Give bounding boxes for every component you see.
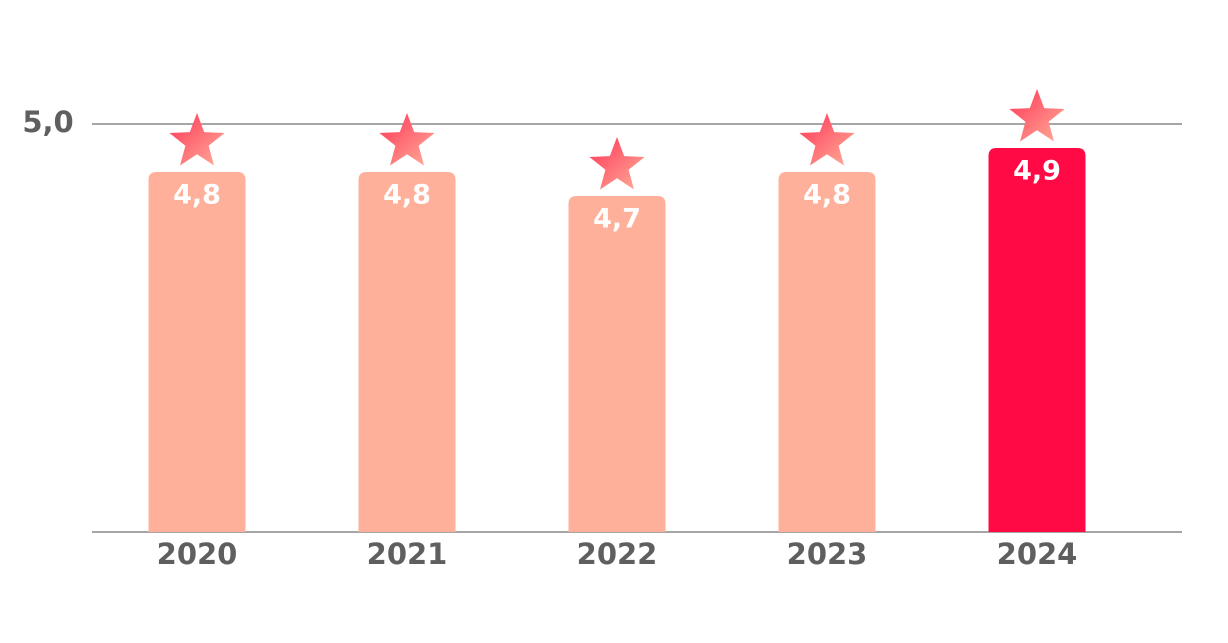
bar <box>988 148 1086 532</box>
value-label: 4,8 <box>173 180 221 211</box>
x-tick-label: 2022 <box>577 537 658 571</box>
bar <box>778 172 876 532</box>
star <box>589 137 645 190</box>
x-tick-label: 2023 <box>787 537 868 571</box>
bar <box>358 172 456 532</box>
value-label: 4,8 <box>803 180 851 211</box>
bar <box>568 196 666 532</box>
star <box>379 113 435 166</box>
value-label: 4,8 <box>383 180 431 211</box>
value-label: 4,9 <box>1013 156 1061 187</box>
bar <box>148 172 246 532</box>
x-tick-label: 2020 <box>157 537 238 571</box>
star <box>1009 89 1065 142</box>
x-tick-label: 2021 <box>367 537 448 571</box>
x-tick-label: 2024 <box>997 537 1078 571</box>
y-tick-label: 5,0 <box>22 105 73 139</box>
value-label: 4,7 <box>593 204 641 235</box>
star <box>169 113 225 166</box>
star <box>799 113 855 166</box>
